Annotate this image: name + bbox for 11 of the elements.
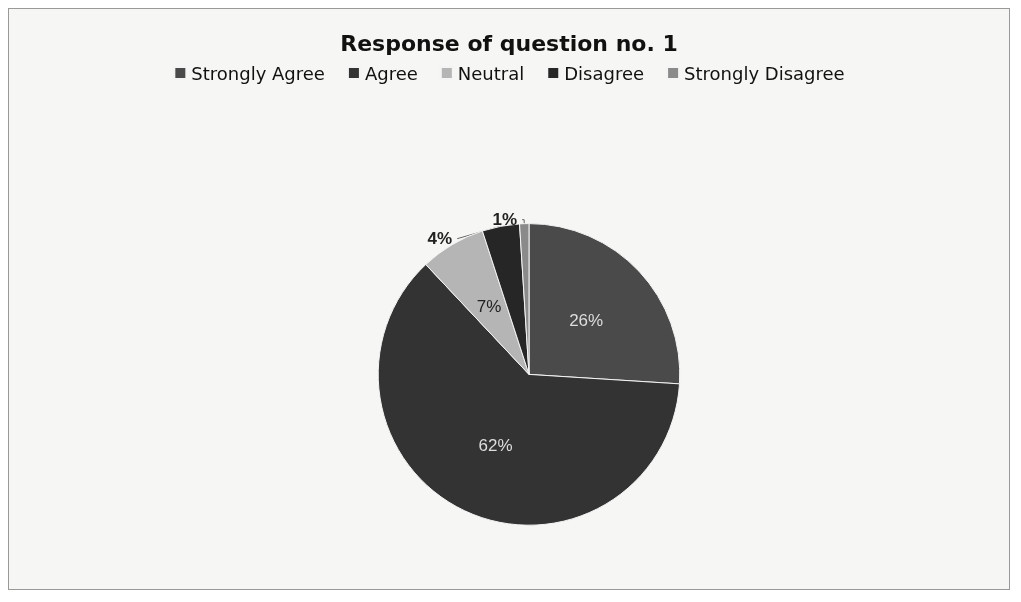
data-label: 7% bbox=[476, 297, 502, 317]
data-label: 62% bbox=[478, 435, 513, 455]
data-label: 4% bbox=[427, 229, 453, 249]
data-label: 26% bbox=[569, 311, 604, 331]
legend-label: Strongly Agree bbox=[191, 62, 325, 84]
legend-label: Disagree bbox=[564, 62, 645, 84]
legend-label: Neutral bbox=[457, 62, 525, 84]
chart-title: Response of question no. 1 bbox=[340, 30, 678, 56]
data-label: 1% bbox=[492, 210, 518, 230]
legend-label: Agree bbox=[364, 62, 418, 84]
legend-label: Strongly Disagree bbox=[684, 62, 845, 84]
